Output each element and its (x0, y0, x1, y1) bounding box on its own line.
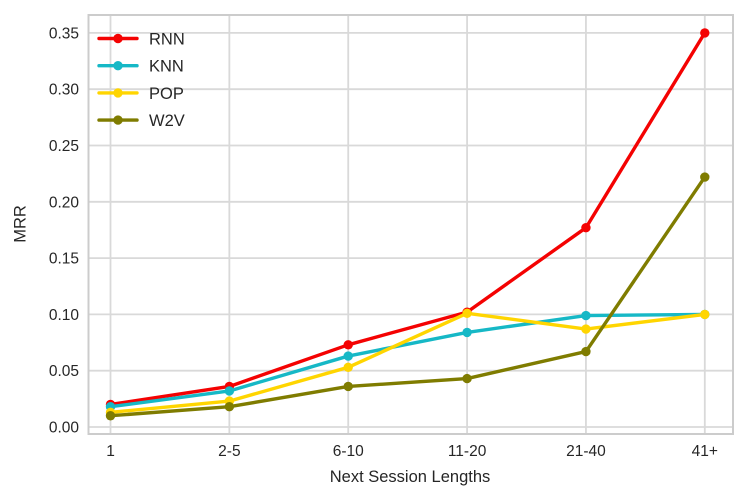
legend-item-POP: POP (97, 85, 184, 103)
y-tick-label: 0.20 (49, 194, 80, 211)
x-axis-title: Next Session Lengths (329, 468, 491, 486)
legend-item-W2V: W2V (97, 112, 185, 130)
data-point-RNN (343, 340, 353, 350)
gridlines (88, 15, 733, 434)
data-point-W2V (581, 346, 591, 357)
legend-label: POP (149, 85, 184, 103)
data-point-W2V (343, 381, 353, 392)
data-point-RNN (581, 222, 591, 233)
legend: RNN KNN POP W2V (97, 31, 185, 130)
data-point-KNN (462, 327, 472, 338)
x-tick-label: 41+ (692, 443, 718, 460)
legend-marker-icon (113, 115, 123, 125)
data-point-KNN (224, 386, 235, 396)
data-point-POP (462, 308, 472, 318)
data-point-RNN (700, 28, 710, 38)
legend-label: W2V (149, 112, 185, 130)
y-tick-label: 0.15 (49, 251, 79, 268)
data-point-POP (581, 324, 591, 334)
legend-item-RNN: RNN (97, 31, 185, 49)
x-tick-label: 2-5 (218, 443, 240, 460)
data-point-W2V (462, 373, 472, 384)
data-point-W2V (105, 411, 116, 421)
data-point-W2V (224, 402, 235, 412)
data-point-KNN (581, 310, 591, 321)
legend-label: KNN (149, 58, 184, 76)
data-series (105, 28, 710, 421)
y-axis-title: MRR (11, 205, 30, 243)
y-tick-label: 0.25 (49, 138, 79, 155)
data-point-W2V (700, 172, 710, 182)
plot-border (87, 14, 734, 435)
x-tick-label: 6-10 (333, 443, 364, 460)
y-tick-label: 0.10 (49, 307, 80, 324)
legend-marker-icon (113, 88, 123, 98)
x-tick-label: 1 (106, 443, 115, 460)
legend-marker-icon (113, 60, 123, 71)
tick-labels: 0.00 0.05 0.10 0.15 0.20 0.25 0.30 0.35 1 2-5 6-10… (49, 25, 718, 460)
data-point-POP (343, 362, 353, 373)
series-line-RNN (108, 31, 707, 407)
y-tick-label: 0.00 (49, 420, 80, 437)
data-point-POP (700, 309, 710, 320)
series-line-KNN (108, 312, 707, 409)
axes-box (87, 14, 734, 435)
data-point-KNN (343, 351, 353, 361)
legend-label: RNN (149, 31, 185, 49)
series-line-POP (108, 311, 707, 415)
x-tick-label: 21-40 (566, 443, 606, 460)
x-tick-label: 11-20 (448, 443, 487, 460)
y-tick-label: 0.05 (49, 363, 79, 380)
legend-item-KNN: KNN (97, 58, 184, 76)
series-line-W2V (108, 175, 707, 418)
y-tick-label: 0.35 (49, 25, 79, 42)
y-tick-label: 0.30 (49, 82, 80, 99)
legend-marker-icon (113, 33, 123, 44)
